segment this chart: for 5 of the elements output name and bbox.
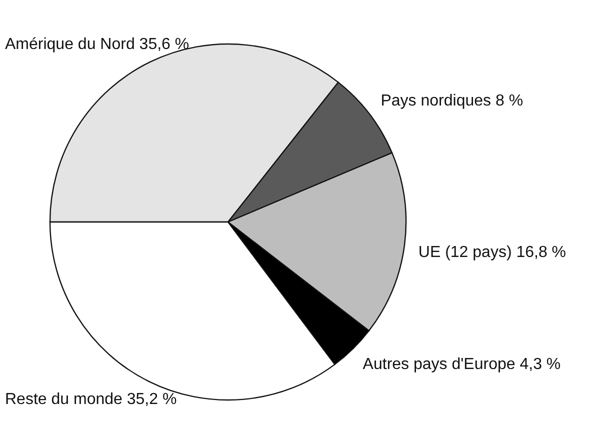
- slice-label: Autres pays d'Europe 4,3 %: [362, 356, 561, 374]
- slice-label: Reste du monde 35,2 %: [5, 391, 177, 408]
- slice-label: UE (12 pays) 16,8 %: [418, 244, 566, 262]
- slice-label: Amérique du Nord 35,6 %: [5, 36, 190, 54]
- slice-label: Pays nordiques 8 %: [380, 92, 524, 110]
